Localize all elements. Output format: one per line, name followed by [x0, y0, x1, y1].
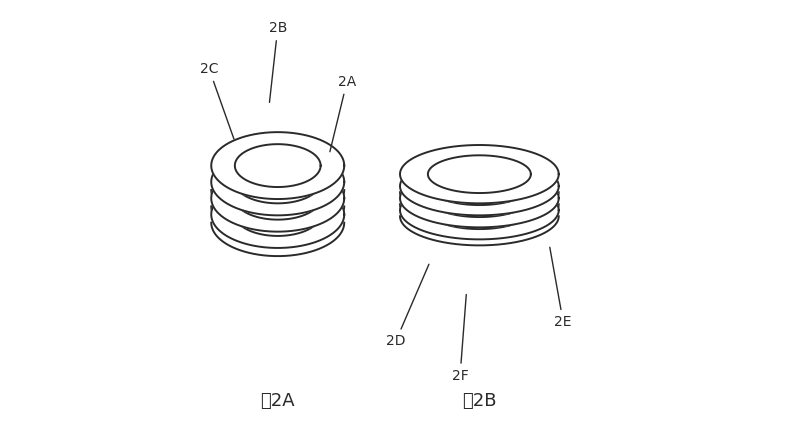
Polygon shape: [235, 193, 321, 236]
Polygon shape: [428, 204, 531, 223]
Text: 2D: 2D: [386, 264, 429, 348]
Polygon shape: [400, 192, 558, 221]
Text: 2E: 2E: [550, 247, 572, 329]
Polygon shape: [428, 191, 531, 229]
Polygon shape: [400, 181, 558, 239]
Polygon shape: [428, 216, 531, 235]
Text: 2C: 2C: [200, 62, 234, 139]
Polygon shape: [400, 145, 558, 203]
Polygon shape: [235, 190, 321, 211]
Polygon shape: [428, 167, 531, 205]
Polygon shape: [428, 179, 531, 217]
Polygon shape: [235, 160, 321, 203]
Text: 图2A: 图2A: [261, 392, 295, 410]
Polygon shape: [211, 181, 344, 248]
Polygon shape: [235, 223, 321, 244]
Polygon shape: [211, 223, 344, 256]
Polygon shape: [235, 177, 321, 220]
Polygon shape: [211, 190, 344, 224]
Polygon shape: [400, 169, 558, 227]
Polygon shape: [211, 206, 344, 240]
Text: 2A: 2A: [330, 75, 356, 152]
Polygon shape: [211, 165, 344, 232]
Polygon shape: [235, 144, 321, 187]
Polygon shape: [400, 157, 558, 215]
Polygon shape: [211, 132, 344, 199]
Polygon shape: [211, 148, 344, 215]
Polygon shape: [428, 155, 531, 193]
Text: 2B: 2B: [269, 21, 287, 103]
Polygon shape: [400, 204, 558, 233]
Polygon shape: [400, 216, 558, 245]
Polygon shape: [428, 192, 531, 211]
Text: 2F: 2F: [452, 294, 469, 383]
Text: 图2B: 图2B: [462, 392, 497, 410]
Polygon shape: [235, 206, 321, 228]
